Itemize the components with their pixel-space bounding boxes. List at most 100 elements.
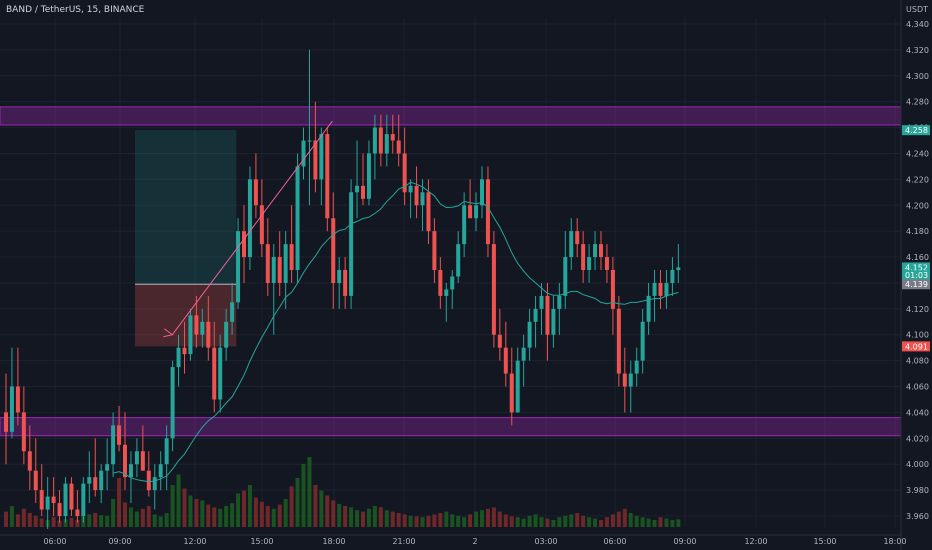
candle-body[interactable]	[206, 321, 211, 348]
candle-body[interactable]	[503, 347, 508, 374]
candle-body[interactable]	[652, 282, 657, 296]
candle-body[interactable]	[242, 231, 246, 258]
candle-body[interactable]	[390, 134, 395, 141]
candle-body[interactable]	[408, 185, 413, 193]
candle-body[interactable]	[337, 270, 342, 283]
candle-body[interactable]	[87, 477, 92, 484]
candle-body[interactable]	[313, 140, 318, 180]
candle-body[interactable]	[539, 295, 544, 309]
candle-body[interactable]	[265, 244, 270, 283]
candle-body[interactable]	[212, 347, 217, 400]
candle-body[interactable]	[188, 315, 193, 355]
candle-body[interactable]	[289, 244, 294, 270]
candle-body[interactable]	[325, 134, 330, 219]
candle-body[interactable]	[599, 244, 603, 258]
candle-body[interactable]	[140, 451, 145, 471]
candle-body[interactable]	[4, 412, 8, 432]
candle-body[interactable]	[277, 257, 282, 283]
candle-body[interactable]	[200, 321, 205, 335]
candle-body[interactable]	[164, 438, 169, 465]
candle-body[interactable]	[230, 302, 235, 322]
candle-body[interactable]	[604, 257, 609, 270]
candle-body[interactable]	[587, 257, 592, 270]
candle-body[interactable]	[509, 373, 514, 413]
candle-body[interactable]	[51, 496, 56, 504]
candle-body[interactable]	[105, 464, 110, 471]
candle-body[interactable]	[134, 451, 139, 465]
candle-body[interactable]	[182, 347, 187, 355]
candle-body[interactable]	[218, 347, 223, 400]
candle-body[interactable]	[557, 295, 562, 309]
candle-body[interactable]	[361, 185, 365, 199]
candle-body[interactable]	[349, 192, 354, 296]
candle-body[interactable]	[75, 509, 80, 516]
candle-body[interactable]	[81, 483, 86, 516]
candle-body[interactable]	[551, 308, 556, 335]
candle-body[interactable]	[533, 308, 538, 322]
candle-body[interactable]	[622, 373, 627, 387]
candle-body[interactable]	[283, 244, 288, 283]
candle-body[interactable]	[146, 470, 151, 491]
candle-body[interactable]	[527, 321, 532, 348]
candle-body[interactable]	[69, 483, 74, 510]
candle-body[interactable]	[610, 270, 615, 309]
candle-body[interactable]	[158, 464, 163, 478]
candle-body[interactable]	[480, 179, 484, 206]
candle-body[interactable]	[420, 192, 425, 206]
candle-body[interactable]	[170, 367, 175, 439]
candle-body[interactable]	[462, 205, 467, 245]
candle-body[interactable]	[271, 257, 276, 283]
candle-body[interactable]	[664, 282, 669, 296]
candle-body[interactable]	[253, 179, 258, 206]
candle-body[interactable]	[450, 276, 455, 290]
candle-body[interactable]	[575, 231, 580, 245]
candle-body[interactable]	[236, 231, 241, 303]
candle-body[interactable]	[521, 347, 526, 361]
candle-body[interactable]	[27, 451, 32, 471]
candle-body[interactable]	[497, 334, 502, 348]
candle-body[interactable]	[93, 477, 98, 491]
candle-body[interactable]	[301, 140, 306, 167]
candle-body[interactable]	[39, 490, 44, 510]
candle-body[interactable]	[474, 205, 479, 219]
candle-body[interactable]	[9, 386, 14, 432]
candle-body[interactable]	[319, 134, 324, 180]
candle-body[interactable]	[628, 373, 633, 387]
candle-body[interactable]	[123, 444, 127, 478]
candle-body[interactable]	[485, 179, 490, 245]
candle-body[interactable]	[563, 257, 568, 296]
candle-body[interactable]	[117, 425, 122, 445]
candle-body[interactable]	[343, 270, 348, 296]
candle-body[interactable]	[99, 470, 104, 491]
candle-body[interactable]	[676, 267, 681, 270]
candle-body[interactable]	[194, 315, 199, 335]
candle-body[interactable]	[569, 231, 574, 258]
candle-body[interactable]	[247, 179, 252, 258]
candle-body[interactable]	[426, 192, 431, 232]
candle-body[interactable]	[581, 244, 586, 270]
candle-body[interactable]	[307, 140, 312, 142]
candle-body[interactable]	[45, 496, 50, 510]
candle-body[interactable]	[152, 477, 157, 491]
candle-body[interactable]	[491, 244, 496, 335]
candle-body[interactable]	[468, 205, 473, 219]
candle-body[interactable]	[616, 308, 621, 374]
candle-body[interactable]	[640, 321, 645, 361]
candle-body[interactable]	[128, 464, 133, 478]
candle-body[interactable]	[444, 289, 449, 296]
candle-body[interactable]	[515, 360, 520, 413]
candle-body[interactable]	[658, 282, 663, 296]
candle-body[interactable]	[670, 270, 675, 283]
candle-body[interactable]	[33, 470, 38, 491]
candle-body[interactable]	[438, 270, 443, 296]
candle-body[interactable]	[111, 425, 116, 465]
candle-body[interactable]	[63, 483, 68, 516]
candle-body[interactable]	[15, 386, 20, 413]
candle-body[interactable]	[366, 153, 371, 199]
candle-body[interactable]	[646, 295, 651, 322]
candle-body[interactable]	[634, 360, 639, 374]
candle-body[interactable]	[593, 244, 598, 258]
candle-body[interactable]	[432, 231, 437, 270]
candle-body[interactable]	[331, 218, 336, 283]
